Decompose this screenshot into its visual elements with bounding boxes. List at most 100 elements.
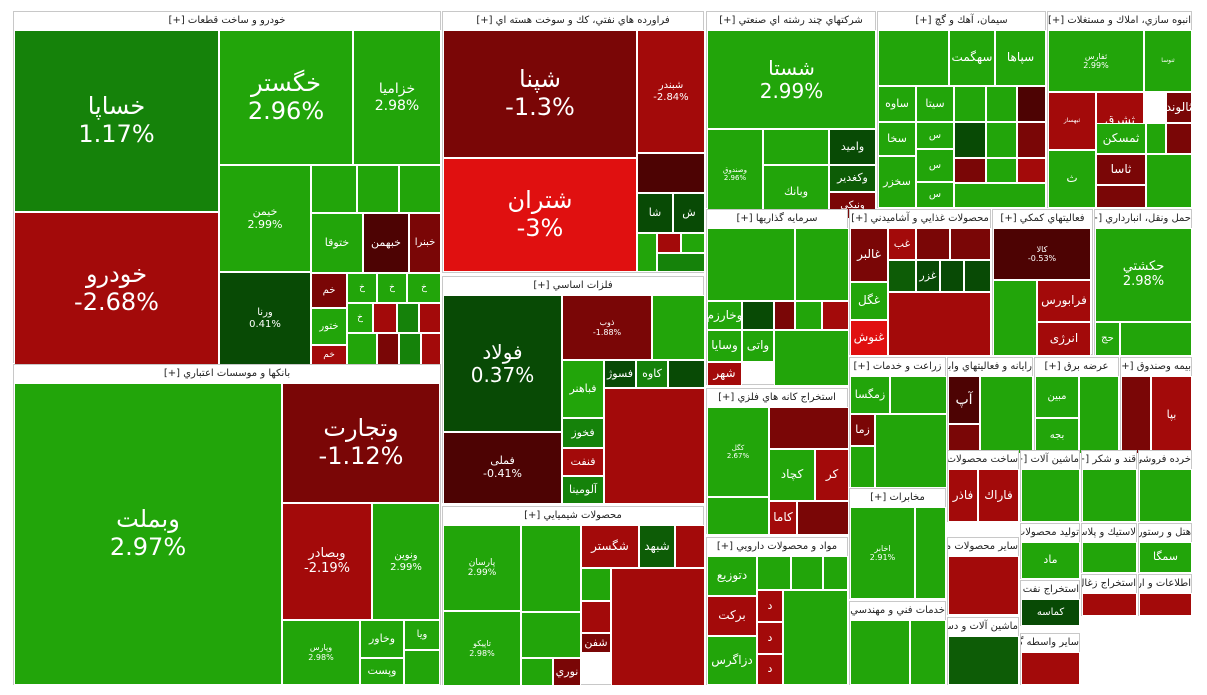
stock-tile-small[interactable]: [521, 658, 553, 686]
sector-title[interactable]: حمل ونقل، انبارداري [+]: [1095, 213, 1191, 224]
stock-tile-small[interactable]: [1121, 376, 1151, 454]
stock-tile[interactable]: غنوش: [850, 320, 888, 356]
stock-tile-small[interactable]: [1166, 123, 1192, 154]
stock-tile-small[interactable]: [657, 253, 705, 272]
stock-tile-small[interactable]: [1096, 185, 1146, 208]
stock-tile[interactable]: ثمسكن: [1096, 123, 1146, 154]
sector-title[interactable]: محصولات غذايي و آشاميدني [+]: [851, 213, 989, 224]
stock-tile-small[interactable]: [399, 165, 441, 213]
stock-tile[interactable]: س: [916, 182, 954, 208]
stock-tile[interactable]: آپ: [948, 376, 980, 424]
stock-tile-small[interactable]: [980, 376, 1033, 454]
stock-tile[interactable]: مبين: [1035, 376, 1079, 418]
stock-tile[interactable]: غالبر: [850, 228, 888, 282]
stock-tile-small[interactable]: [1017, 122, 1046, 158]
stock-tile-small[interactable]: [419, 303, 441, 333]
stock-tile-small[interactable]: [581, 601, 611, 633]
stock-tile[interactable]: ثالوند: [1166, 92, 1192, 123]
sector-title[interactable]: استخراج زغال [+]: [1082, 578, 1136, 589]
sector-title[interactable]: استخراج نفت [+]: [1021, 584, 1079, 595]
stock-tile[interactable]: س: [916, 122, 954, 149]
stock-tile[interactable]: خم: [311, 345, 347, 365]
stock-tile[interactable]: پارسان 2.99%: [443, 525, 521, 611]
stock-tile-small[interactable]: [1082, 542, 1137, 573]
stock-tile-small[interactable]: [399, 333, 421, 365]
stock-tile[interactable]: ماد: [1021, 542, 1080, 579]
stock-tile[interactable]: سهگمت: [949, 30, 995, 86]
stock-tile-small[interactable]: [875, 414, 947, 488]
stock-tile[interactable]: خم: [311, 273, 347, 308]
sector-title[interactable]: فلزات اساسي [+]: [533, 280, 613, 291]
stock-tile[interactable]: خ: [347, 273, 377, 303]
stock-tile[interactable]: ونوین 2.99%: [372, 503, 440, 620]
sector-title[interactable]: بيمه وصندوق [+]: [1121, 361, 1191, 372]
stock-tile-small[interactable]: [707, 228, 795, 301]
stock-tile[interactable]: سخزر: [878, 156, 916, 208]
stock-tile-small[interactable]: [822, 301, 849, 330]
stock-tile-small[interactable]: [1017, 86, 1046, 122]
stock-tile[interactable]: کالا -0.53%: [993, 228, 1091, 280]
stock-tile-small[interactable]: [1146, 123, 1166, 154]
sector-title[interactable]: سرمايه گذاريها [+]: [736, 213, 818, 224]
stock-tile[interactable]: وصندوق 2.96%: [707, 129, 763, 219]
stock-tile[interactable]: اخابر 2.91%: [850, 507, 915, 599]
stock-tile-small[interactable]: [1079, 376, 1119, 454]
stock-tile[interactable]: فاذر: [948, 469, 978, 522]
sector-title[interactable]: عرضه برق [+]: [1044, 361, 1109, 372]
stock-tile-small[interactable]: [1017, 158, 1046, 183]
stock-tile-small[interactable]: [652, 295, 705, 360]
stock-tile[interactable]: بپا: [1151, 376, 1192, 454]
stock-tile-small[interactable]: [681, 233, 705, 253]
stock-tile[interactable]: خ: [347, 303, 373, 333]
stock-tile-small[interactable]: [916, 228, 950, 260]
stock-tile-small[interactable]: [940, 260, 964, 292]
sector-title[interactable]: ساير واسطه گريهاي مالي [+]: [1021, 637, 1079, 648]
stock-tile[interactable]: وخارزم: [707, 301, 742, 330]
stock-tile[interactable]: فملی -0.41%: [443, 432, 562, 504]
stock-tile[interactable]: دزاگرس: [707, 636, 757, 685]
stock-tile-small[interactable]: [850, 446, 875, 488]
sector-title[interactable]: خودرو و ساخت قطعات [+]: [168, 15, 286, 26]
sector-title[interactable]: لاستيك و پلاستيك [+]: [1082, 527, 1136, 538]
stock-tile-small[interactable]: [668, 360, 705, 388]
stock-tile[interactable]: وپست: [360, 658, 404, 685]
stock-tile-small[interactable]: [357, 165, 399, 213]
sector-title[interactable]: شركتهاي چند رشته اي صنعتي [+]: [719, 15, 863, 26]
stock-tile-small[interactable]: [795, 301, 822, 330]
sector-title[interactable]: خرده فروشي [+]: [1139, 454, 1191, 465]
stock-tile-small[interactable]: [404, 650, 440, 685]
stock-tile-small[interactable]: [993, 280, 1037, 356]
stock-tile[interactable]: ثاسا: [1096, 154, 1146, 185]
stock-tile[interactable]: شبهد: [639, 525, 675, 568]
stock-tile[interactable]: كاما: [769, 501, 797, 535]
stock-tile[interactable]: شتران -3%: [443, 158, 637, 272]
stock-tile-small[interactable]: [611, 568, 705, 686]
sector-title[interactable]: خدمات فني و مهندسي [+]: [850, 605, 945, 616]
stock-tile-small[interactable]: [954, 183, 1046, 208]
stock-tile[interactable]: خساپا 1.17%: [14, 30, 219, 212]
stock-tile-small[interactable]: [311, 165, 357, 213]
stock-tile[interactable]: آلومينا: [562, 476, 604, 504]
stock-tile-small[interactable]: [1120, 322, 1192, 356]
stock-tile[interactable]: فنفت: [562, 448, 604, 476]
stock-tile[interactable]: خ: [377, 273, 407, 303]
sector-title[interactable]: ساير محصولات معدني [+]: [948, 541, 1018, 552]
stock-tile-small[interactable]: [954, 158, 986, 183]
stock-tile-small[interactable]: [1021, 652, 1080, 685]
stock-tile-small[interactable]: [742, 301, 774, 330]
stock-tile[interactable]: ویا: [404, 620, 440, 650]
stock-tile-small[interactable]: [888, 292, 991, 356]
sector-title[interactable]: سيمان، آهك و گچ [+]: [915, 15, 1008, 26]
stock-tile-small[interactable]: [707, 497, 769, 535]
stock-tile-small[interactable]: [954, 86, 986, 122]
stock-tile-small[interactable]: [948, 424, 980, 454]
stock-tile-small[interactable]: [878, 30, 949, 86]
stock-tile[interactable]: ختوقا: [311, 213, 363, 273]
stock-tile-small[interactable]: [964, 260, 991, 292]
stock-tile[interactable]: وبصادر -2.19%: [282, 503, 372, 620]
stock-tile[interactable]: شا: [637, 193, 673, 233]
stock-tile-small[interactable]: [823, 556, 848, 590]
sector-title[interactable]: مواد و محصولات دارويي [+]: [716, 541, 838, 552]
stock-tile[interactable]: خودرو -2.68%: [14, 212, 219, 365]
stock-tile[interactable]: وتجارت -1.12%: [282, 383, 440, 503]
